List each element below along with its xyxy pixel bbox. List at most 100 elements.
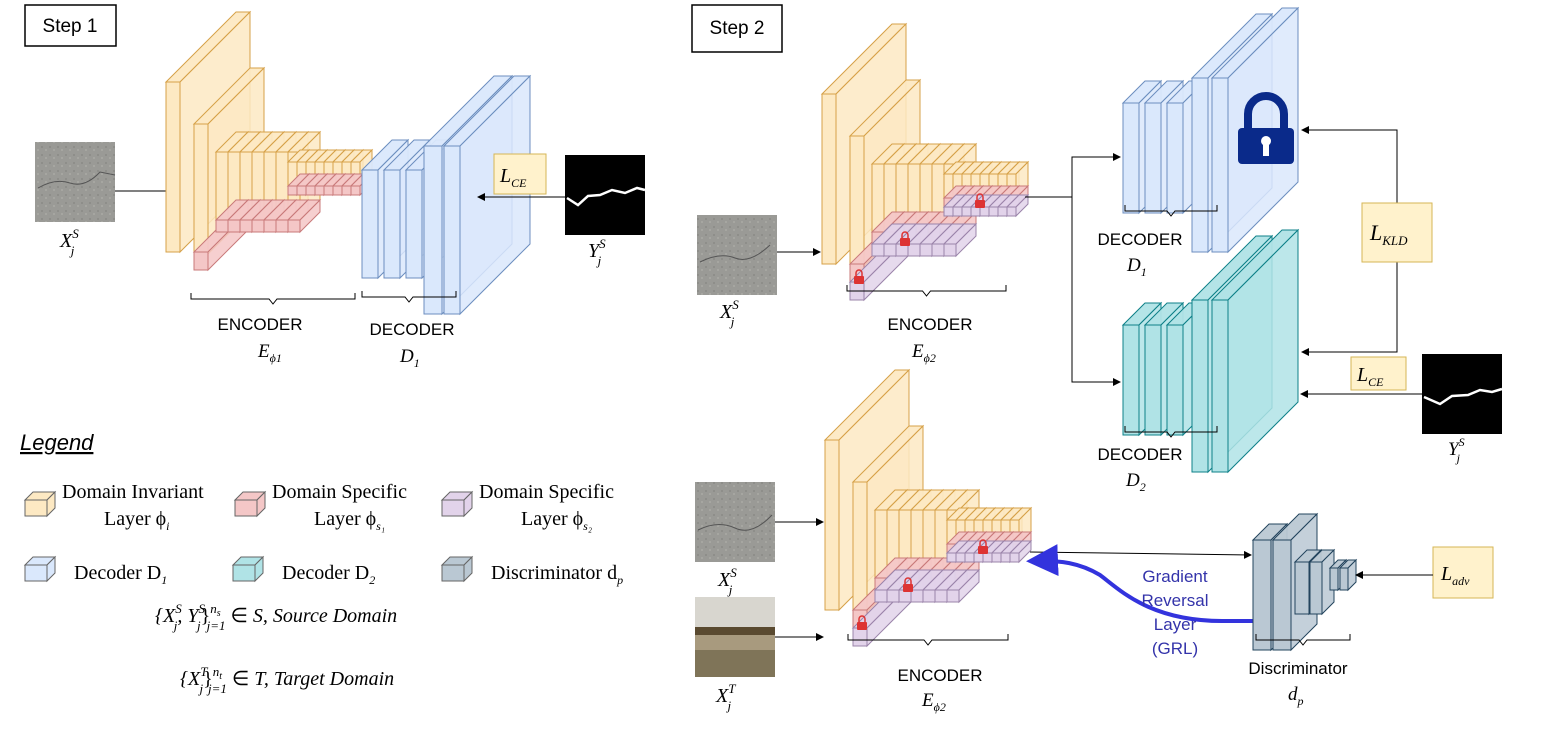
svg-text:LKLD: LKLD [1369,220,1408,248]
step1-target-mask [565,155,646,235]
legend-item-line2: Layer ϕs₂ [521,508,592,533]
step1-decoder-symbol: D1 [399,346,420,370]
step1-title-box: Step 1 [24,4,117,47]
svg-text:LCE: LCE [1356,364,1384,389]
legend-item-line1: Domain Invariant [62,481,204,503]
step2-target-label: YS j [1448,435,1465,465]
legend-swatch-icon [440,555,474,583]
svg-text:Ladv: Ladv [1440,563,1470,588]
legend-item: Domain Specific Layer ϕs₁ [233,481,407,533]
legend-item-line1: Discriminator dp [491,562,623,587]
legend-item-line2: Layer ϕs₁ [314,508,385,533]
step2-kld-box: LKLD [1361,202,1433,263]
step2-encoder [820,22,1030,302]
brace [190,293,356,305]
lock-icon [1238,92,1294,164]
small-lock-icon [975,193,985,208]
grl-label: Gradient Reversal Layer (GRL) [1141,567,1208,658]
specific2-layer-tiny [1005,193,1030,218]
svg-text:{XSj, YSj}nsj=1 ∈ S, Source Do: {XS j, YS j}ns j=1 ∈ S, Source Domain [155,601,397,633]
step1-encoder-label: ENCODER [217,315,302,334]
small-lock-icon [978,539,988,554]
discriminator-layer [1308,548,1336,616]
step1-loss-box: LCE [493,153,547,195]
step2-target-mask [1422,354,1503,434]
legend-item: Decoder D2 [231,555,375,587]
brace [361,291,457,303]
adv-target-label: XT j [715,681,736,713]
decoder2-layer-large [1210,228,1300,474]
step1-decoder-label: DECODER [369,320,454,339]
small-lock-icon [857,615,867,630]
step2-decoder2-label: DECODER [1097,445,1182,464]
legend-swatch-icon [440,490,474,518]
brace [846,285,1007,297]
step1-encoder [164,10,374,305]
specific2-layer-small [942,222,978,258]
legend-title: Legend [20,430,94,455]
svg-text:Layer: Layer [1154,615,1197,634]
adv-encoder-label: ENCODER [897,666,982,685]
brace [1124,205,1218,217]
legend-item: Domain Invariant Layer ϕi [23,481,204,533]
adv-encoder [823,368,1033,648]
legend-item-line1: Decoder D2 [282,562,375,587]
step1-input-label: XS j [59,226,79,258]
decoder1-layer-large [442,74,532,316]
brace [1255,634,1351,646]
brace [1124,426,1218,438]
step1-title: Step 1 [43,16,98,37]
svg-text:Gradient: Gradient [1142,567,1207,586]
step2-encoder-symbol: Eϕ2 [911,341,936,365]
step2-input-image [697,215,777,295]
target-domain-formula: {XT j}nt j=1 ∈ T, Target Domain [180,664,394,696]
brace [847,634,1009,646]
adv-encoder-symbol: Eϕ2 [921,690,946,714]
step1-target-label: YS j [588,236,606,268]
step2-decoder2-symbol: D2 [1125,470,1146,494]
legend-item-line1: Decoder D1 [74,562,167,587]
discriminator-label: Discriminator [1248,659,1348,678]
step1-decoder [360,74,532,316]
step1-input-image [35,142,116,222]
svg-text:Reversal: Reversal [1141,591,1208,610]
legend-item-line1: Domain Specific [479,481,614,503]
svg-text:{XTj}ntj=1 ∈ T, Target Domain: {XT j}nt j=1 ∈ T, Target Domain [180,664,394,696]
source-domain-formula: {XS j, YS j}ns j=1 ∈ S, Source Domain [155,601,397,633]
adv-source-label: XS j [717,565,737,597]
legend-swatch-icon [233,490,267,518]
svg-text:(GRL): (GRL) [1152,639,1198,658]
discriminator-symbol: dp [1288,684,1304,708]
legend-item: Discriminator dp [440,555,623,587]
step2-encoder-label: ENCODER [887,315,972,334]
step2-decoder1-label: DECODER [1097,230,1182,249]
adv-target-image [695,597,775,677]
legend-swatch-icon [23,490,57,518]
legend-items: Domain Invariant Layer ϕi Domain Specific L… [23,481,623,587]
small-lock-icon [903,577,913,592]
legend-swatch-icon [231,555,265,583]
svg-text:LCE: LCE [499,165,527,190]
step2-ce-box: LCE [1350,356,1407,391]
legend-item-line1: Domain Specific [272,481,407,503]
small-lock-icon [854,269,864,284]
step2-title-box: Step 2 [691,4,783,53]
grl-arrow [1026,544,1255,623]
specific1-layer-small [286,198,322,234]
step2-decoder2 [1121,228,1300,474]
adv-loss-box: Ladv [1432,546,1494,599]
legend-item-line2: Layer ϕi [104,508,170,533]
step1-encoder-symbol: Eϕ1 [257,341,282,365]
legend-swatch-icon [23,555,57,583]
discriminator-layer [1338,558,1358,592]
adv-source-image [695,482,775,562]
legend-item: Domain Specific Layer ϕs₂ [440,481,614,533]
discriminator [1251,512,1358,652]
step2-decoder1-symbol: D1 [1126,255,1147,279]
step2-input-label: XS j [719,297,739,329]
step2-title: Step 2 [710,18,765,39]
small-lock-icon [900,231,910,246]
specific2-layer-small [945,568,981,604]
legend-item: Decoder D1 [23,555,167,587]
